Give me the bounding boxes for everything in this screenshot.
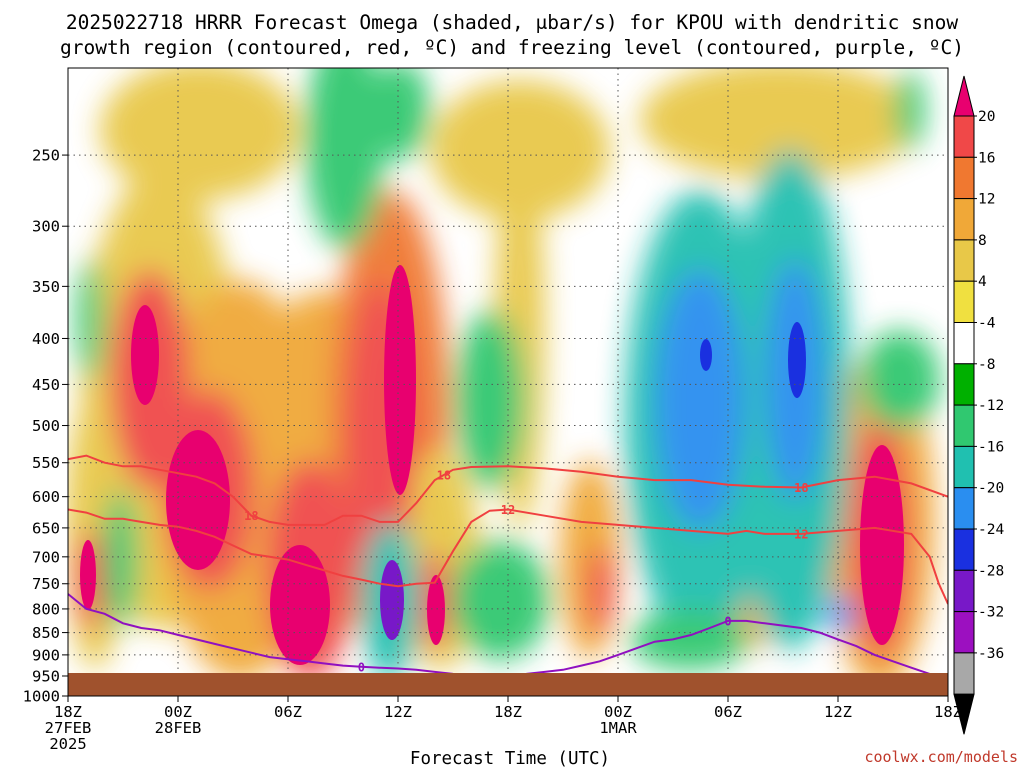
x-tick-label: 1MAR (599, 719, 637, 737)
colorbar-box (953, 528, 975, 571)
colorbar-bottom-arrow (953, 693, 975, 735)
colorbar-label: 12 (978, 192, 995, 208)
contour-line (68, 508, 948, 605)
contour-label: 18 (244, 509, 258, 523)
colorbar-label: -36 (978, 646, 1004, 662)
colorbar-box (953, 322, 975, 365)
y-tick-label: 700 (32, 548, 60, 566)
x-tick-label: 12Z (824, 703, 852, 721)
y-tick-label: 300 (32, 218, 60, 236)
colorbar-box (953, 115, 975, 158)
contour-line (68, 454, 948, 526)
y-tick-label: 350 (32, 278, 60, 296)
y-axis: 250 300 350 400 450 500 550 600 650 700 750 800 850 9… (23, 147, 68, 706)
colorbar-box (953, 156, 975, 200)
omega-shading (68, 68, 940, 690)
colorbar-label: -32 (978, 605, 1004, 621)
x-tick-label: 28FEB (155, 719, 202, 737)
omega-core-max (384, 265, 416, 495)
y-tick-label: 500 (32, 417, 60, 435)
chart-title-line-2: growth region (contoured, red, ºC) and f… (60, 36, 964, 59)
x-tick-label: 00Z (604, 703, 632, 721)
colorbar-box (953, 239, 975, 282)
colorbar-box (953, 487, 975, 530)
colorbar-label: 16 (978, 150, 995, 166)
chart-title-line-1: 2025022718 HRRR Forecast Omega (shaded, … (66, 11, 958, 34)
x-tick-label: 12Z (384, 703, 412, 721)
credit-text: coolwx.com/models (864, 748, 1018, 766)
colorbar-label: 4 (978, 274, 987, 290)
contour-label: 0 (358, 660, 365, 674)
x-tick-label: 00Z (164, 703, 192, 721)
x-tick-label: 27FEB (45, 719, 92, 737)
colorbar-label: -24 (978, 522, 1004, 538)
y-tick-label: 650 (32, 519, 60, 537)
y-tick-label: 900 (32, 646, 60, 664)
colorbar-box (953, 445, 975, 489)
grid-lines (68, 68, 948, 696)
omega-core-max (427, 575, 445, 645)
colorbar-label: -4 (978, 316, 996, 332)
colorbar-box (953, 198, 975, 241)
contour-label: 18 (437, 468, 451, 482)
omega-core-min (380, 560, 404, 640)
colorbar-top-arrow (953, 75, 975, 117)
colorbar-label: -20 (978, 481, 1004, 497)
y-tick-label: 600 (32, 488, 60, 506)
x-tick-label: 18Z (934, 703, 962, 721)
y-tick-label: 400 (32, 330, 60, 348)
y-tick-label: 850 (32, 624, 60, 642)
colorbar-box (953, 404, 975, 447)
colorbar-label: -28 (978, 563, 1004, 579)
omega-core-max (166, 430, 230, 570)
x-tick-label: 06Z (714, 703, 742, 721)
y-tick-label: 550 (32, 454, 60, 472)
contour-label: 12 (501, 503, 515, 517)
y-tick-label: 750 (32, 575, 60, 593)
plot-area: 18 18 18 12 12 0 0 (68, 68, 948, 696)
x-axis-label: Forecast Time (UTC) (410, 749, 610, 768)
x-tick-label: 18Z (494, 703, 522, 721)
colorbar: 20 16 12 8 4 -4 -8 -12 -16 -20 -24 -28 -32 -36 (953, 75, 1004, 735)
colorbar-box (953, 652, 975, 695)
y-tick-label: 950 (32, 667, 60, 685)
omega-core-max (80, 540, 96, 610)
colorbar-box (953, 363, 975, 406)
omega-core-max (270, 545, 330, 665)
omega-core-max (131, 305, 159, 405)
omega-core-max (860, 445, 904, 645)
x-tick-label: 06Z (274, 703, 302, 721)
contour-label: 18 (794, 481, 808, 495)
omega-core-min (700, 339, 712, 371)
y-tick-label: 250 (32, 147, 60, 165)
colorbar-label: 20 (978, 109, 995, 125)
omega-core-min (788, 322, 806, 398)
colorbar-label: -8 (978, 357, 995, 373)
contour-label: 12 (794, 527, 808, 541)
y-tick-label: 1000 (23, 688, 60, 706)
colorbar-label: 8 (978, 233, 987, 249)
x-tick-label: 2025 (49, 735, 86, 753)
x-tick-label: 18Z (54, 703, 82, 721)
colorbar-box (953, 569, 975, 613)
contour-label: 0 (724, 614, 731, 628)
colorbar-label: -12 (978, 398, 1004, 414)
ground-surface (68, 673, 948, 696)
colorbar-box (953, 611, 975, 654)
colorbar-label: -16 (978, 439, 1004, 455)
y-tick-label: 800 (32, 600, 60, 618)
colorbar-box (953, 280, 975, 324)
y-tick-label: 450 (32, 376, 60, 394)
